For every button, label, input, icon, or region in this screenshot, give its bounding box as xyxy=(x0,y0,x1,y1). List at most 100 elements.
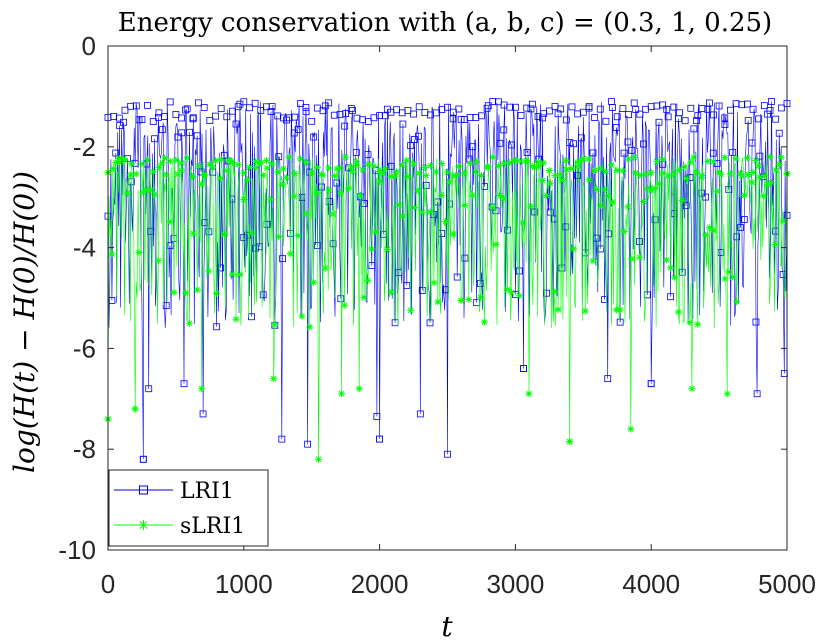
y-tick-label: -6 xyxy=(73,333,96,363)
data-point xyxy=(302,210,310,218)
data-point xyxy=(270,375,278,383)
data-point xyxy=(296,155,304,163)
data-point xyxy=(206,117,214,124)
data-point xyxy=(275,233,283,241)
data-point xyxy=(162,171,170,179)
data-point xyxy=(743,154,751,162)
data-point xyxy=(376,168,384,176)
data-point xyxy=(252,244,259,252)
data-point xyxy=(525,390,533,398)
data-point xyxy=(667,264,675,272)
data-point xyxy=(380,230,387,238)
data-point xyxy=(228,270,236,278)
data-point xyxy=(687,158,695,166)
data-point xyxy=(166,242,174,250)
data-point xyxy=(170,288,178,296)
data-point xyxy=(709,226,717,234)
data-point xyxy=(240,169,248,177)
data-point xyxy=(342,110,350,117)
data-point xyxy=(387,288,395,296)
data-point xyxy=(132,170,140,178)
data-point xyxy=(492,207,500,215)
data-point xyxy=(604,375,612,383)
data-point xyxy=(199,410,207,418)
data-point xyxy=(469,143,477,151)
data-point xyxy=(766,106,774,114)
data-point xyxy=(229,107,236,115)
data-point xyxy=(664,172,672,180)
data-point xyxy=(737,224,744,231)
data-point xyxy=(333,179,341,187)
data-point xyxy=(410,110,417,118)
data-point xyxy=(744,117,752,124)
data-point xyxy=(345,184,353,192)
data-point xyxy=(414,132,422,140)
data-point xyxy=(158,159,166,167)
data-point xyxy=(217,155,225,163)
data-point xyxy=(596,164,604,172)
data-point xyxy=(302,108,310,116)
data-point xyxy=(166,157,174,165)
data-point xyxy=(659,101,666,109)
data-point xyxy=(166,218,174,226)
data-point xyxy=(527,105,535,113)
data-point xyxy=(628,255,636,263)
data-point xyxy=(655,118,663,126)
legend-marker-slri1 xyxy=(138,520,149,530)
x-tick-label: 4000 xyxy=(622,569,680,599)
data-point xyxy=(702,193,709,201)
data-point xyxy=(523,157,531,165)
data-point xyxy=(461,202,469,210)
data-point xyxy=(205,228,213,236)
data-point xyxy=(775,129,783,137)
data-point xyxy=(504,286,512,294)
data-point xyxy=(775,160,783,168)
data-point xyxy=(663,256,671,264)
data-point xyxy=(325,99,333,107)
data-point xyxy=(581,307,589,315)
data-point xyxy=(704,105,712,113)
data-point xyxy=(670,103,678,111)
data-point xyxy=(426,319,434,327)
data-point xyxy=(302,158,310,166)
data-point xyxy=(676,109,683,117)
data-point xyxy=(543,289,550,297)
data-point xyxy=(738,172,746,180)
x-tick-label: 5000 xyxy=(758,569,816,599)
data-point xyxy=(531,208,539,216)
data-point xyxy=(414,187,422,195)
data-point xyxy=(108,250,116,258)
data-point xyxy=(457,296,465,304)
data-point xyxy=(704,157,712,165)
data-point xyxy=(193,286,201,294)
data-point xyxy=(445,178,453,186)
data-point xyxy=(337,295,345,303)
data-point xyxy=(120,118,127,126)
data-point xyxy=(271,321,279,329)
data-point xyxy=(558,264,566,272)
data-point xyxy=(472,168,480,176)
data-point xyxy=(212,112,219,120)
data-point xyxy=(421,163,429,171)
data-point xyxy=(777,104,785,112)
data-point xyxy=(268,103,276,111)
data-point xyxy=(517,112,525,119)
ticks-group: 0 1000 2000 3000 4000 5000 0 -2 -4 -6 -8 -10 xyxy=(58,31,816,599)
data-point xyxy=(337,189,345,197)
data-point xyxy=(455,162,463,170)
data-point xyxy=(278,435,286,443)
data-point xyxy=(715,102,723,110)
data-point xyxy=(585,176,593,184)
data-point xyxy=(212,157,220,165)
data-point xyxy=(347,105,355,112)
data-point xyxy=(213,323,221,331)
axes-box xyxy=(107,45,788,551)
data-point xyxy=(449,172,457,180)
data-point xyxy=(630,99,638,107)
data-point xyxy=(370,162,378,170)
data-point xyxy=(198,385,206,393)
data-point xyxy=(667,293,674,301)
data-point xyxy=(752,318,760,326)
data-point xyxy=(608,98,615,105)
series-line-slri1 xyxy=(107,156,788,460)
